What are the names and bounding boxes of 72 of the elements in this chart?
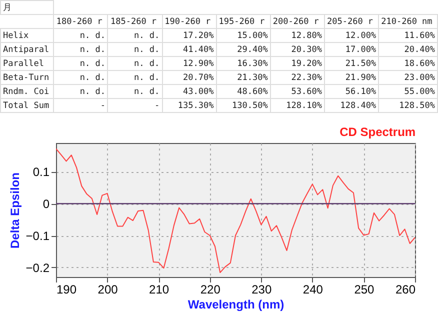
text: 12.00% — [324, 28, 379, 42]
text: 15.00% — [216, 28, 270, 42]
text: 11.60% — [378, 28, 438, 42]
x-tick-label: 250 — [354, 282, 375, 296]
text: n. d. — [54, 42, 108, 56]
text: 130.50% — [216, 98, 270, 112]
text: Total Sum — [0, 98, 54, 112]
text: 18.60% — [378, 56, 438, 70]
text: 205-260 r — [324, 14, 379, 28]
text: 20.40% — [378, 42, 438, 56]
text: n. d. — [108, 70, 162, 84]
text: 21.50% — [324, 56, 379, 70]
text: 48.60% — [216, 84, 270, 98]
text: 135.30% — [162, 98, 216, 112]
text: - — [108, 98, 162, 112]
y-tick-label: −0.1 — [26, 229, 50, 244]
text: 43.00% — [162, 84, 216, 98]
y-tick-label: 0 — [42, 197, 50, 212]
y-tick-label: −0.2 — [26, 260, 50, 275]
text: 20.30% — [270, 42, 324, 56]
text: n. d. — [54, 84, 108, 98]
text: 29.40% — [216, 42, 270, 56]
x-tick-label: 230 — [252, 282, 272, 296]
text: 22.30% — [270, 70, 324, 84]
x-tick-label: 190 — [56, 282, 77, 296]
text: 23.00% — [378, 70, 438, 84]
x-tick-label: 210 — [149, 282, 170, 296]
text: 190-260 r — [162, 14, 216, 28]
text: n. d. — [108, 28, 162, 42]
text: 185-260 r — [108, 14, 162, 28]
text: 41.40% — [162, 42, 216, 56]
text: n. d. — [108, 42, 162, 56]
x-tick-label: 240 — [302, 282, 324, 296]
text: 12.80% — [270, 28, 324, 42]
text: 210-260 nm — [378, 14, 438, 28]
text: n. d. — [108, 56, 162, 70]
text: Beta-Turn — [0, 70, 54, 84]
text: 53.60% — [270, 84, 324, 98]
text: 16.30% — [216, 56, 270, 70]
y-tick-label: 0.1 — [32, 165, 50, 180]
y-axis-title: Delta Epsilon — [8, 172, 22, 249]
text: n. d. — [54, 56, 108, 70]
text: n. d. — [54, 28, 108, 42]
text: 17.00% — [324, 42, 379, 56]
text: - — [54, 98, 108, 112]
text: Antiparal — [0, 42, 54, 56]
text: 20.70% — [162, 70, 216, 84]
text: 17.20% — [162, 28, 216, 42]
x-tick-label: 200 — [98, 282, 118, 296]
text: 21.30% — [216, 70, 270, 84]
text: 19.20% — [270, 56, 324, 70]
text: 21.90% — [324, 70, 379, 84]
text: 55.00% — [378, 84, 438, 98]
text: 180-260 r — [54, 14, 108, 28]
text: n. d. — [108, 84, 162, 98]
text: 200-260 r — [270, 14, 324, 28]
x-axis-title: Wavelength (nm) — [188, 298, 284, 312]
text: n. d. — [54, 70, 108, 84]
x-tick-label: 220 — [200, 282, 221, 296]
text: Rndm. Coi — [0, 84, 54, 98]
text: 128.10% — [270, 98, 324, 112]
text: Parallel — [0, 56, 54, 70]
text: 月 — [0, 0, 54, 14]
line-series — [56, 148, 415, 274]
text: 12.90% — [162, 56, 216, 70]
text: 128.40% — [324, 98, 379, 112]
text: 128.50% — [378, 98, 438, 112]
text: 195-260 r — [216, 14, 270, 28]
text: Helix — [0, 28, 54, 42]
x-tick-label: 260 — [395, 282, 416, 296]
text: 56.10% — [324, 84, 379, 98]
chart-title: CD Spectrum — [340, 125, 416, 139]
